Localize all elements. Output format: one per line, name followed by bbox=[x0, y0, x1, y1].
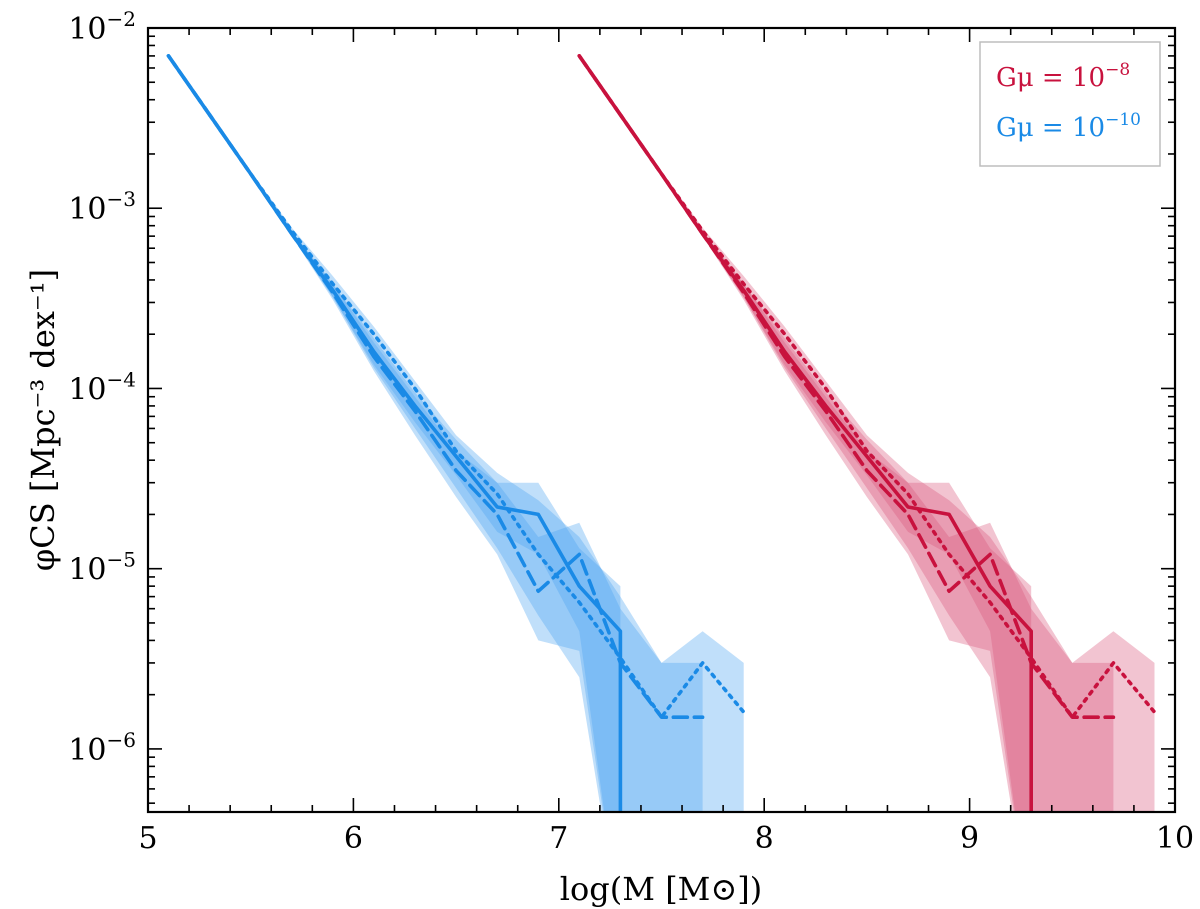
x-tick-label: 5 bbox=[138, 821, 157, 856]
y-tick-label: 10−3 bbox=[68, 187, 136, 227]
y-tick-label: 10−6 bbox=[68, 728, 136, 768]
y-tick-label: 10−4 bbox=[68, 367, 136, 407]
x-tick-label: 6 bbox=[344, 821, 363, 856]
series-line-gmu-1e-10-dotted bbox=[166, 54, 746, 719]
x-tick-label: 10 bbox=[1156, 821, 1194, 856]
x-tick-label: 9 bbox=[960, 821, 979, 856]
legend: Gμ = 10−8 Gμ = 10−10 bbox=[979, 41, 1161, 167]
x-axis-label: log(M [M⊙]) bbox=[560, 870, 762, 908]
legend-entry-gmu-1e-10: Gμ = 10−10 bbox=[996, 110, 1141, 143]
band-gmu-1e-10-1 bbox=[168, 54, 703, 812]
band-gmu-1e-10-2 bbox=[168, 54, 621, 812]
plot-frame bbox=[146, 26, 1177, 814]
series-layer bbox=[166, 54, 1157, 812]
ticks-layer bbox=[147, 27, 1176, 812]
legend-box bbox=[979, 41, 1161, 167]
band-gmu-1e-8-3 bbox=[579, 53, 1155, 812]
series-line-gmu-1e-10-solid bbox=[166, 54, 623, 812]
series-line-gmu-1e-8-dotted bbox=[577, 54, 1157, 719]
x-tick-label: 7 bbox=[549, 821, 568, 856]
bands-layer bbox=[168, 53, 1155, 812]
x-tick-label: 8 bbox=[755, 821, 774, 856]
y-axis-label: φCS [Mpc⁻³ dex⁻¹] bbox=[24, 269, 62, 571]
y-tick-label: 10−5 bbox=[68, 548, 136, 588]
band-gmu-1e-10-0 bbox=[168, 53, 744, 812]
legend-entry-gmu-1e-8: Gμ = 10−8 bbox=[996, 60, 1130, 93]
y-tick-label: 10−2 bbox=[68, 7, 136, 47]
tick-labels-layer: 5 6 7 8 9 10 10−2 10−3 10−4 10−5 10−6 bbox=[68, 7, 1194, 856]
